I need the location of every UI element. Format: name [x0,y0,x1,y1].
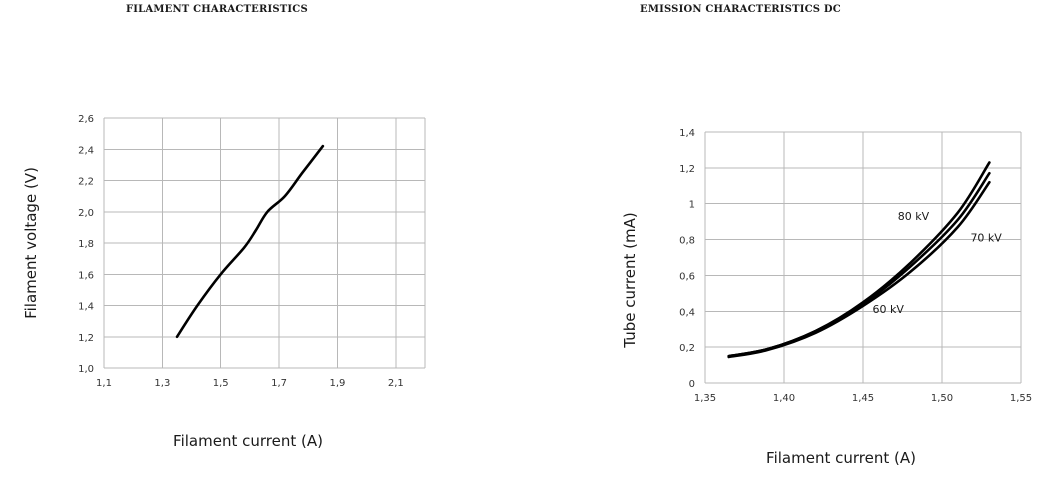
x-tick-label: 1,5 [213,378,229,389]
y-axis-label: Tube current (mA) [621,212,639,348]
x-tick-label: 1,40 [773,393,795,404]
series-annotation-label: 70 kV [970,231,1002,244]
x-tick-label: 1,1 [96,378,112,389]
x-tick-label: 1,35 [694,393,716,404]
series-line-70-kv [727,171,991,358]
series-line-80-kv [727,161,991,358]
y-tick-label: 1,2 [679,164,695,175]
y-tick-label: 0,8 [679,236,695,247]
chart-title-filament: FILAMENT CHARACTERISTICS [126,4,308,15]
y-tick-label: 2,4 [78,145,94,156]
x-axis-label: Filament current (A) [766,449,916,467]
y-tick-label: 1,2 [78,333,94,344]
series-annotation-label: 80 kV [898,210,930,223]
y-tick-label: 2,0 [78,208,94,219]
y-tick-label: 0,2 [679,343,695,354]
x-tick-label: 2,1 [388,378,404,389]
x-tick-label: 1,3 [154,378,170,389]
x-tick-label: 1,50 [931,393,953,404]
series-line [175,144,325,339]
y-tick-label: 0 [689,379,695,390]
x-tick-label: 1,45 [852,393,874,404]
y-tick-label: 1,4 [679,128,695,139]
y-tick-label: 0,6 [679,271,695,282]
y-tick-label: 1,4 [78,302,94,313]
y-tick-label: 1,8 [78,239,94,250]
y-tick-label: 0,4 [679,307,695,318]
x-tick-label: 1,9 [330,378,346,389]
x-axis-label: Filament current (A) [173,432,323,450]
chart-title-emission: EMISSION CHARACTERISTICS DC [640,4,841,15]
y-tick-label: 1,6 [78,270,94,281]
x-tick-label: 1,55 [1010,393,1032,404]
series-line-60-kv [727,180,991,359]
y-tick-label: 2,2 [78,177,94,188]
x-tick-label: 1,7 [271,378,287,389]
y-tick-label: 2,6 [78,114,94,125]
series-annotation-label: 60 kV [872,303,904,316]
y-tick-label: 1 [689,200,695,211]
y-tick-label: 1,0 [78,364,94,375]
y-axis-label: Filament voltage (V) [22,167,40,319]
